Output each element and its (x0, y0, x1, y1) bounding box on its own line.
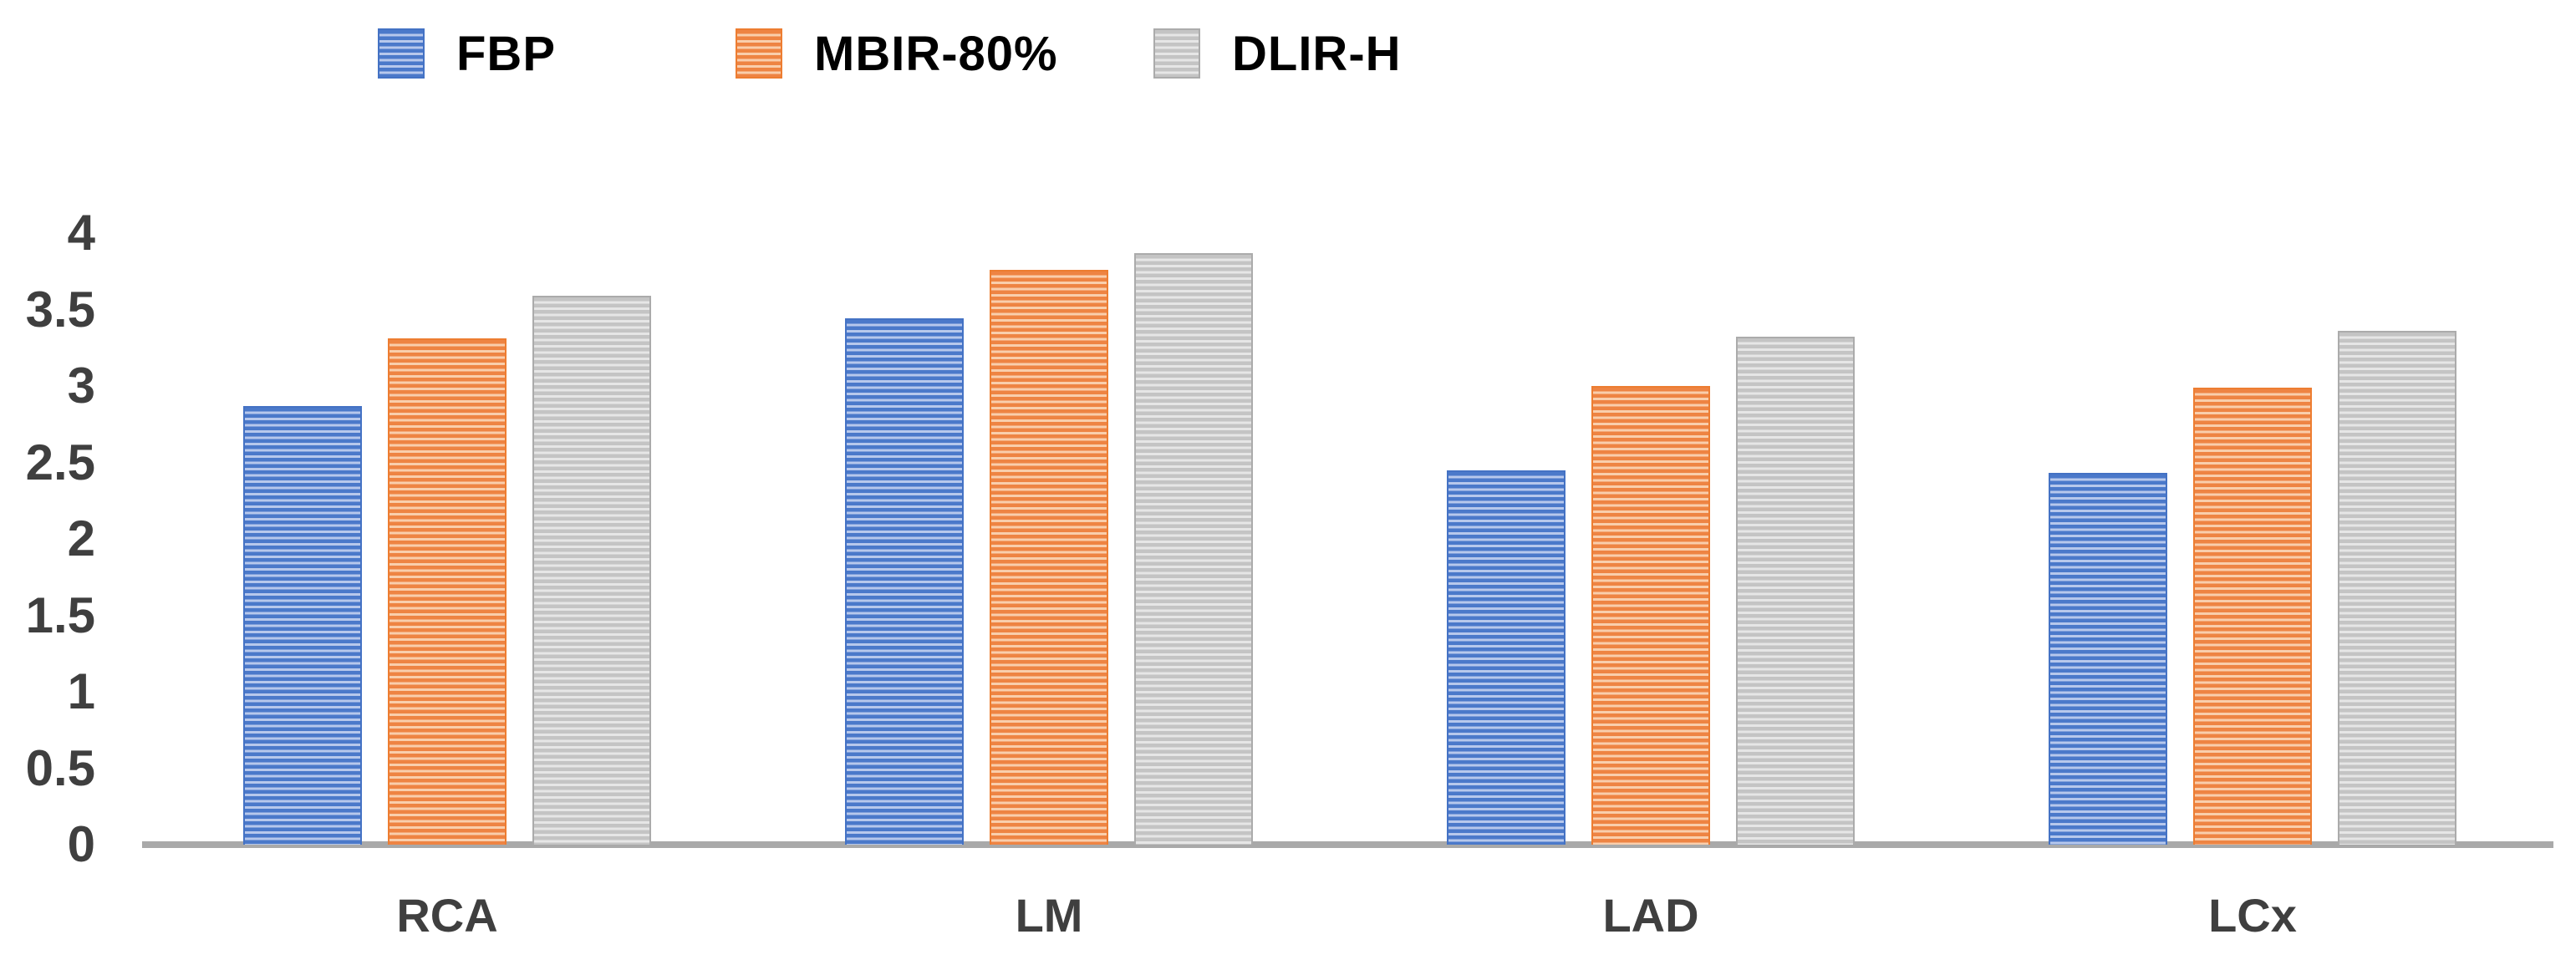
bar-group-lm (845, 226, 1253, 845)
legend-item-fbp[interactable]: FBP (378, 23, 556, 84)
legend-item-dlir-h[interactable]: DLIR-H (1153, 23, 1402, 84)
y-axis-tick-label: 4 (67, 205, 95, 261)
y-axis-tick-label: 1 (67, 663, 95, 719)
legend-label: MBIR-80% (814, 26, 1058, 81)
x-axis-line (142, 841, 2553, 848)
y-axis-tick-label: 0 (67, 816, 95, 872)
bar-fbp-lad[interactable] (1447, 470, 1565, 845)
bar-group-rca (243, 226, 651, 845)
x-axis-label-lm: LM (1015, 889, 1083, 942)
x-axis-label-rca: RCA (396, 889, 498, 942)
bar-fbp-lcx[interactable] (2049, 473, 2167, 845)
bar-dlir-h-lm[interactable] (1134, 253, 1253, 845)
bar-fbp-rca[interactable] (243, 406, 362, 845)
y-axis-tick-label: 1.5 (25, 587, 95, 643)
legend-swatch-icon (1153, 28, 1200, 79)
legend-label: FBP (456, 26, 556, 81)
legend-swatch-icon (378, 28, 425, 79)
bar-group-lad (1447, 226, 1855, 845)
bar-mbir-80%-rca[interactable] (388, 338, 507, 845)
legend-item-mbir-80%[interactable]: MBIR-80% (736, 23, 1058, 84)
bar-dlir-h-rca[interactable] (532, 296, 651, 845)
bar-mbir-80%-lad[interactable] (1591, 386, 1710, 845)
legend-swatch-icon (736, 28, 782, 79)
y-axis-tick-label: 0.5 (25, 740, 95, 796)
y-axis-tick-label: 3.5 (25, 282, 95, 338)
bar-fbp-lm[interactable] (845, 318, 964, 845)
bar-group-lcx (2049, 226, 2456, 845)
bar-dlir-h-lad[interactable] (1736, 337, 1855, 845)
y-axis-tick-label: 3 (67, 358, 95, 414)
bar-mbir-80%-lm[interactable] (990, 270, 1108, 845)
x-axis-label-lcx: LCx (2208, 889, 2297, 942)
x-axis-label-lad: LAD (1602, 889, 1699, 942)
legend-label: DLIR-H (1232, 26, 1402, 81)
y-axis-tick-label: 2 (67, 510, 95, 566)
bar-mbir-80%-lcx[interactable] (2193, 388, 2312, 845)
bar-dlir-h-lcx[interactable] (2338, 331, 2456, 845)
y-axis-tick-label: 2.5 (25, 434, 95, 490)
